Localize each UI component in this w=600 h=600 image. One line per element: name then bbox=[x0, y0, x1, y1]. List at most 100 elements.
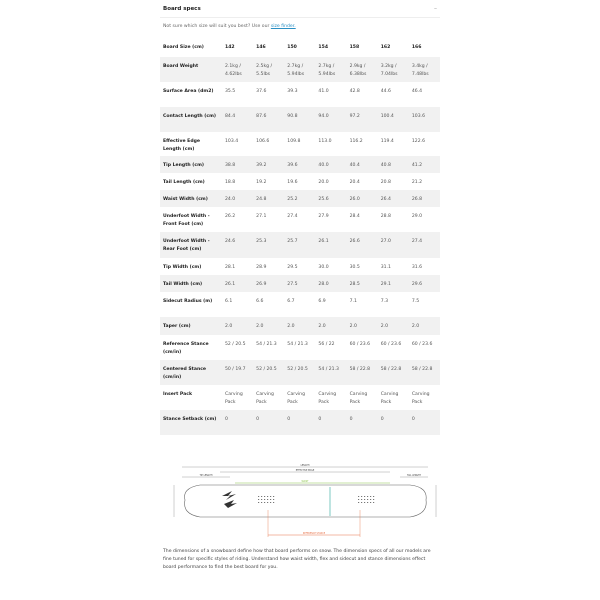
cell-value: 21.2 bbox=[411, 180, 423, 185]
insert-hole bbox=[370, 502, 372, 503]
row-label: Tip Width (cm) bbox=[163, 265, 202, 270]
cell-value: 27.0 bbox=[377, 232, 409, 258]
cell-value: 56 / 22 bbox=[318, 342, 335, 347]
cell-value: 90.8 bbox=[284, 107, 316, 132]
cell-value: 27.1 bbox=[256, 214, 267, 219]
insert-hole bbox=[358, 496, 360, 497]
row-label: Underfoot Width - Rear Foot (cm) bbox=[160, 232, 222, 258]
cell-value: 18.8 bbox=[225, 180, 236, 185]
cell-value: 26.6 bbox=[346, 232, 378, 258]
cell-value: 25.3 bbox=[253, 232, 285, 258]
cell-value: 41.0 bbox=[318, 89, 329, 94]
insert-hole bbox=[267, 502, 269, 503]
cell-value: 40.4 bbox=[346, 156, 378, 173]
row-label: Centered Stance (cm/in) bbox=[160, 360, 222, 385]
board-specs-section: Board specs – Not sure which size will s… bbox=[160, 0, 440, 435]
effective-edge-label: EFFECTIVE EDGE bbox=[296, 469, 315, 472]
cell-value: 0 bbox=[346, 410, 378, 435]
table-row: Surface Area (dm2) 35.5 37.6 39.3 41.0 42.8 44… bbox=[160, 82, 440, 107]
section-header[interactable]: Board specs – bbox=[160, 0, 440, 18]
insert-hole bbox=[361, 499, 363, 500]
length-label: LENGTH bbox=[301, 464, 310, 467]
cell-value: 2.0 bbox=[377, 317, 409, 335]
reference-stance-label: REFERENCE STANCE bbox=[303, 532, 326, 535]
cell-value: 2.1kg / 4.62lbs bbox=[222, 57, 254, 82]
insert-hole bbox=[273, 496, 275, 497]
cell-value: 26.1 bbox=[222, 275, 254, 292]
cell-value: 24.6 bbox=[222, 232, 254, 258]
cell-value: 19.6 bbox=[287, 180, 298, 185]
cell-value: 2.0 bbox=[284, 317, 316, 335]
cell-value: 97.2 bbox=[346, 107, 378, 132]
table-row: Centered Stance (cm/in) 50 / 19.7 52 / 20.… bbox=[160, 360, 440, 385]
cell-value: 28.9 bbox=[256, 265, 267, 270]
table-row: Underfoot Width - Front Foot (cm) 26.2 27.… bbox=[160, 207, 440, 232]
insert-hole bbox=[361, 496, 363, 497]
cell-value: 26.0 bbox=[346, 190, 378, 207]
cell-value: 60 / 23.6 bbox=[349, 342, 371, 347]
cell-value: 29.5 bbox=[287, 265, 298, 270]
cell-value: 6.9 bbox=[318, 299, 326, 304]
cell-value: 54 / 21.3 bbox=[315, 360, 347, 385]
cell-value: Carving Pack bbox=[380, 392, 399, 405]
cell-value: 26.2 bbox=[225, 214, 236, 219]
intro-label: Not sure which size will suit you best? … bbox=[163, 24, 271, 29]
specs-table: Board Size (cm) 142 146 150 154 158 162 166 Boar… bbox=[160, 38, 440, 435]
cell-value: 2.9kg / 6.38lbs bbox=[346, 57, 378, 82]
row-label: Board Weight bbox=[160, 57, 222, 82]
cell-value: 39.2 bbox=[253, 156, 285, 173]
minus-icon[interactable]: – bbox=[434, 5, 437, 12]
cell-value: 109.8 bbox=[287, 139, 301, 144]
cell-value: Carving Pack bbox=[318, 392, 337, 405]
cell-value: 60 / 23.6 bbox=[380, 342, 402, 347]
cell-value: 24.8 bbox=[253, 190, 285, 207]
cell-value: 0 bbox=[408, 410, 440, 435]
row-label: Effective Edge Length (cm) bbox=[163, 139, 201, 152]
row-label: Sidecut Radius (m) bbox=[163, 299, 213, 304]
brand-logo bbox=[222, 491, 237, 508]
cell-value: 7.5 bbox=[411, 299, 420, 304]
table-row: Stance Setback (cm) 0 0 0 0 0 0 0 bbox=[160, 410, 440, 435]
cell-value: Carving Pack bbox=[349, 392, 368, 405]
table-row: Tip Width (cm) 28.1 28.9 29.5 30.0 30.5 31.1 31… bbox=[160, 258, 440, 275]
insert-hole bbox=[358, 502, 360, 503]
cell-value: 6.7 bbox=[287, 299, 295, 304]
row-label: Tail Length (cm) bbox=[163, 180, 205, 185]
cell-value: 54 / 21.3 bbox=[256, 342, 277, 347]
insert-hole bbox=[364, 499, 366, 500]
cell-value: 58 / 22.8 bbox=[346, 360, 378, 385]
cell-value: 2.0 bbox=[408, 317, 440, 335]
cell-value: 27.5 bbox=[284, 275, 316, 292]
insert-hole bbox=[364, 502, 366, 503]
cell-value: 150 bbox=[287, 45, 297, 50]
insert-hole bbox=[264, 502, 266, 503]
insert-hole bbox=[258, 502, 260, 503]
table-row: Effective Edge Length (cm) 103.4 106.6 109.… bbox=[160, 132, 440, 156]
cell-value: 25.7 bbox=[284, 232, 316, 258]
cell-value: 20.0 bbox=[318, 180, 329, 185]
cell-value: 37.6 bbox=[256, 89, 267, 94]
cell-value: 29.1 bbox=[377, 275, 409, 292]
cell-value: 122.6 bbox=[411, 139, 425, 144]
cell-value: 30.5 bbox=[349, 265, 360, 270]
cell-value: 146 bbox=[256, 45, 266, 50]
cell-value: 19.2 bbox=[256, 180, 267, 185]
table-row: Waist Width (cm) 24.0 24.8 25.2 25.6 26.0 26.4… bbox=[160, 190, 440, 207]
size-finder-link[interactable]: size finder. bbox=[270, 24, 296, 29]
cell-value: 29.6 bbox=[408, 275, 440, 292]
cell-value: 40.0 bbox=[315, 156, 347, 173]
cell-value: 58 / 22.8 bbox=[377, 360, 409, 385]
cell-value: 26.9 bbox=[253, 275, 285, 292]
cell-value: 28.0 bbox=[315, 275, 347, 292]
cell-value: 39.3 bbox=[287, 89, 298, 94]
insert-hole bbox=[370, 499, 372, 500]
cell-value: 42.8 bbox=[349, 89, 360, 94]
cell-value: 27.4 bbox=[287, 214, 298, 219]
insert-hole bbox=[367, 502, 369, 503]
cell-value: 41.2 bbox=[408, 156, 440, 173]
cell-value: 84.4 bbox=[222, 107, 254, 132]
waist-label: WAIST bbox=[302, 480, 310, 483]
intro-text: Not sure which size will suit you best? … bbox=[160, 18, 440, 38]
row-label: Insert Pack bbox=[163, 392, 193, 397]
cell-value: 3.4kg / 7.48lbs bbox=[408, 57, 440, 82]
